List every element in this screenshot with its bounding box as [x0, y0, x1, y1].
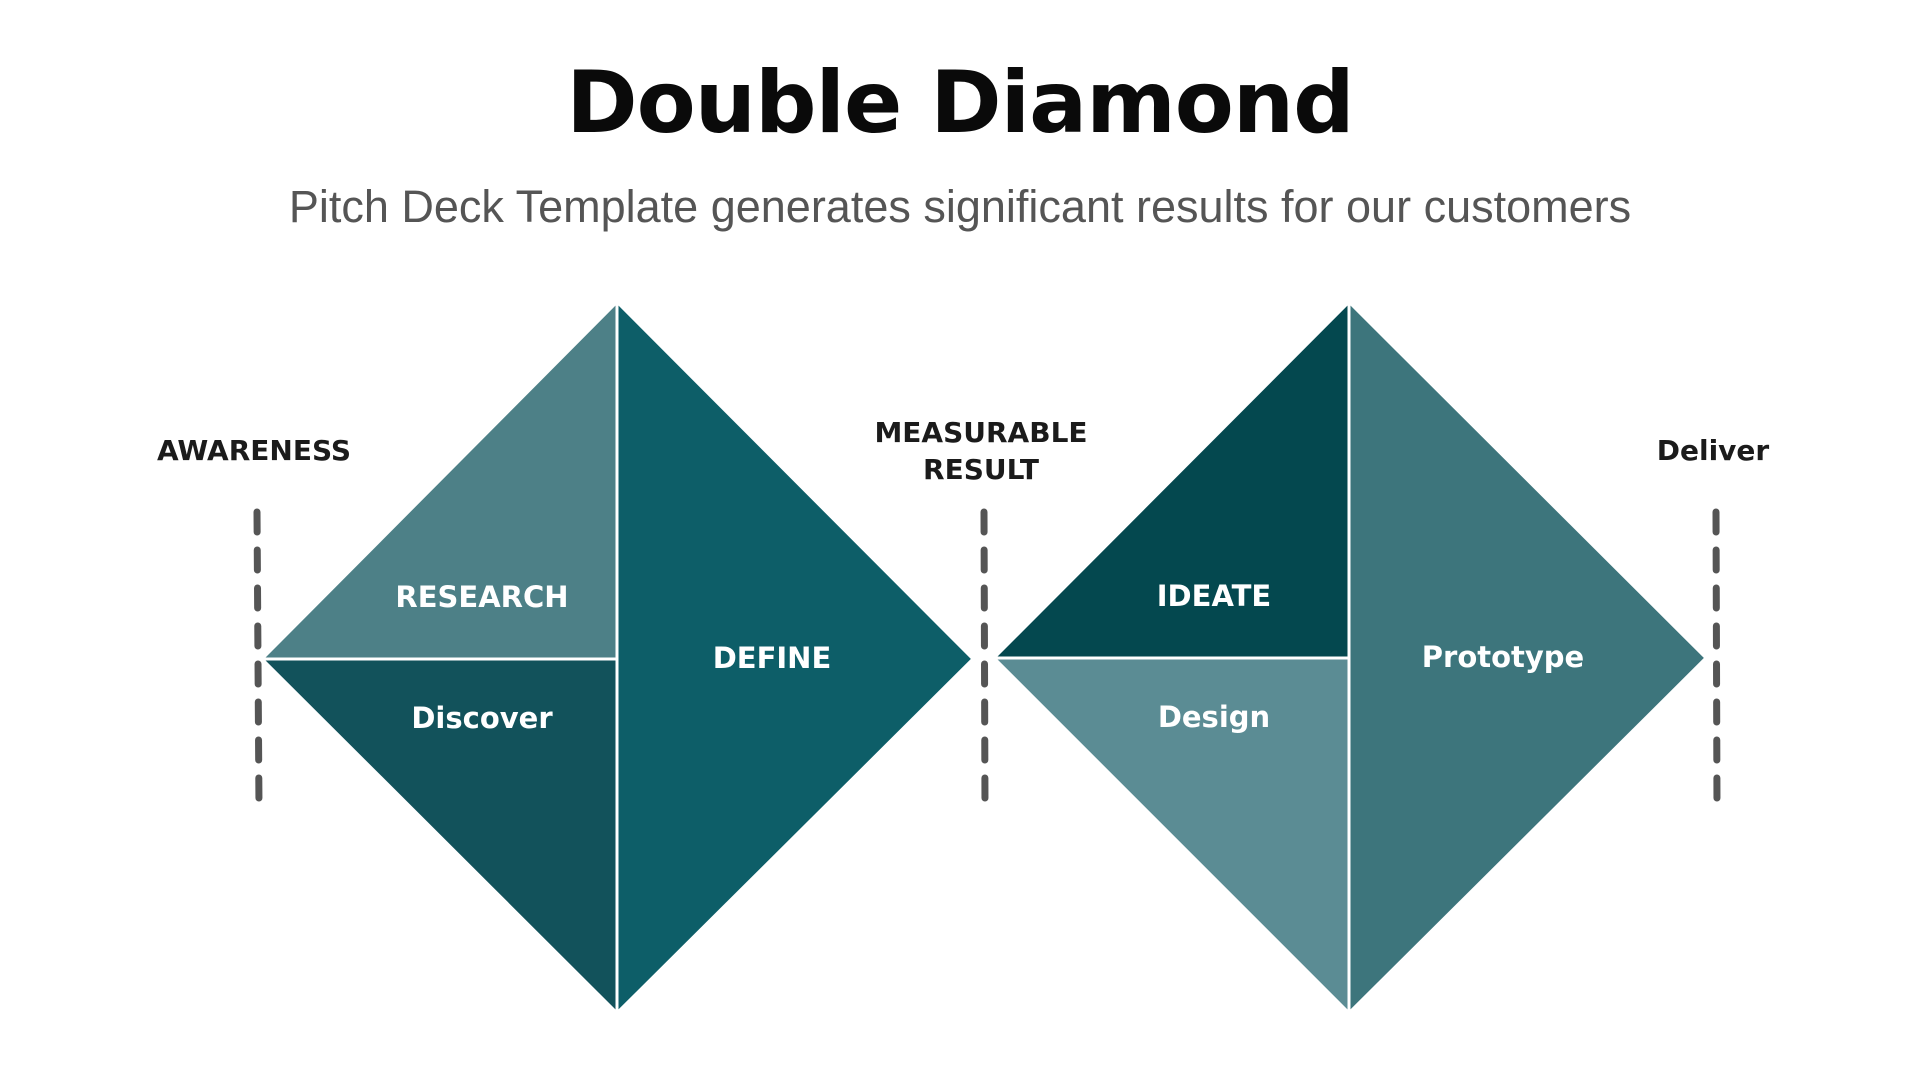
diamond-2: IDEATE Design Prototype — [990, 298, 1709, 1017]
awareness-dashed-line — [253, 508, 263, 812]
deliver-dashed-line — [1712, 508, 1721, 812]
prototype-segment — [1347, 298, 1709, 1017]
awareness-label: AWARENESS — [157, 434, 351, 467]
prototype-label: Prototype — [1422, 640, 1584, 674]
measurable-label-line-2: RESULT — [923, 453, 1039, 486]
measurable-label-line-1: MEASURABLE — [874, 416, 1087, 449]
page-subtitle: Pitch Deck Template generates significan… — [288, 181, 1632, 232]
diamond-1: RESEARCH Discover DEFINE — [258, 298, 976, 1017]
define-label: DEFINE — [713, 641, 832, 675]
discover-label: Discover — [411, 701, 553, 735]
measurable-result-dashed-line — [980, 508, 989, 812]
define-segment — [615, 298, 976, 1017]
ideate-label: IDEATE — [1157, 579, 1271, 613]
research-label: RESEARCH — [395, 580, 568, 614]
deliver-label: Deliver — [1657, 434, 1770, 467]
design-label: Design — [1158, 700, 1270, 734]
page-title: Double Diamond — [566, 53, 1354, 153]
